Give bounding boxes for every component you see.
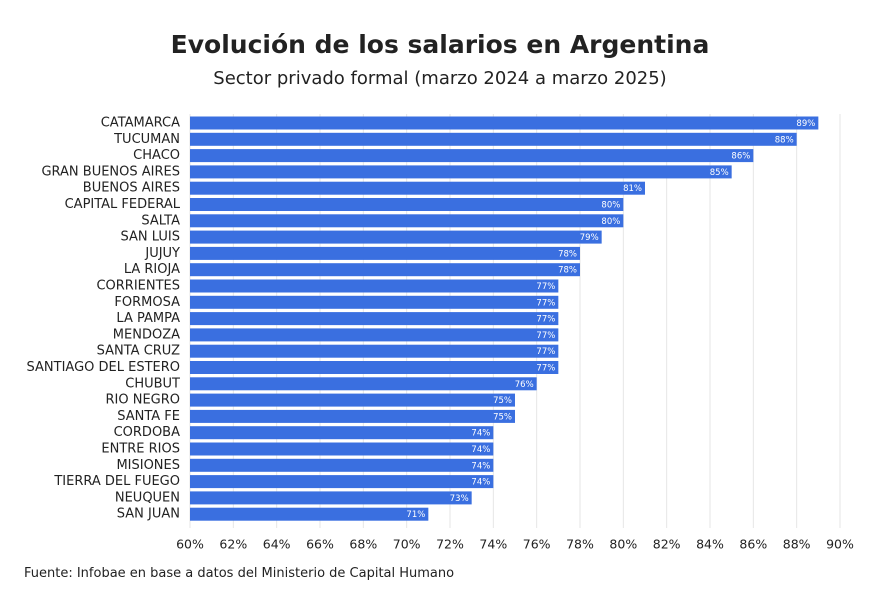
x-tick-label: 70%: [393, 537, 421, 552]
category-label: CORDOBA: [114, 425, 181, 440]
data-label: 74%: [471, 429, 490, 439]
data-label: 74%: [471, 461, 490, 471]
x-axis-tick-labels: 60% 62% 64% 66% 68% 70% 72% 74% 76% 78% 80% 82% 84% 8…: [176, 537, 854, 552]
data-label: 77%: [536, 315, 555, 325]
data-label: 80%: [601, 217, 620, 227]
category-label: SANTIAGO DEL ESTERO: [27, 360, 180, 375]
bar: [190, 507, 429, 521]
data-label: 77%: [536, 298, 555, 308]
category-label: LA PAMPA: [116, 311, 180, 326]
bar: [190, 344, 559, 358]
bar: [190, 458, 494, 472]
category-label: RIO NEGRO: [105, 393, 180, 408]
bar-chart: 89%88%86%85%81%80%80%79%78%78%77%77%77%7…: [27, 114, 854, 552]
bar: [190, 377, 537, 391]
category-label: SALTA: [141, 213, 180, 228]
data-label: 77%: [536, 331, 555, 341]
data-label: 73%: [450, 494, 469, 504]
category-label: CHUBUT: [125, 376, 180, 391]
bar: [190, 263, 580, 277]
source-note: Fuente: Infobae en base a datos del Mini…: [24, 566, 455, 581]
data-label: 75%: [493, 396, 512, 406]
x-tick-label: 88%: [783, 537, 811, 552]
data-label: 85%: [710, 168, 729, 178]
category-label: SANTA FE: [117, 409, 180, 424]
x-tick-label: 64%: [263, 537, 291, 552]
bar: [190, 393, 515, 407]
x-tick-label: 86%: [739, 537, 767, 552]
bar: [190, 214, 624, 228]
bar: [190, 149, 754, 163]
category-label: CHACO: [133, 148, 180, 163]
x-tick-label: 72%: [436, 537, 464, 552]
category-label: CORRIENTES: [96, 279, 180, 294]
x-tick-label: 62%: [219, 537, 247, 552]
bar: [190, 426, 494, 440]
data-label: 74%: [471, 445, 490, 455]
bar: [190, 442, 494, 456]
category-label: SANTA CRUZ: [97, 344, 180, 359]
bars: 89%88%86%85%81%80%80%79%78%78%77%77%77%7…: [190, 116, 819, 521]
x-tick-label: 78%: [566, 537, 594, 552]
data-label: 76%: [515, 380, 534, 390]
category-label: TUCUMAN: [113, 132, 180, 147]
category-label: ENTRE RIOS: [101, 442, 180, 457]
x-tick-label: 66%: [306, 537, 334, 552]
bar: [190, 312, 559, 326]
x-tick-label: 82%: [653, 537, 681, 552]
bar: [190, 246, 580, 260]
bar: [190, 491, 472, 505]
data-label: 78%: [558, 266, 577, 276]
category-label: MENDOZA: [113, 327, 180, 342]
data-label: 74%: [471, 478, 490, 488]
x-tick-label: 74%: [479, 537, 507, 552]
data-label: 88%: [775, 135, 794, 145]
x-tick-label: 68%: [349, 537, 377, 552]
category-label: BUENOS AIRES: [83, 181, 180, 196]
bar: [190, 361, 559, 374]
category-label: NEUQUEN: [115, 490, 180, 505]
x-tick-label: 80%: [609, 537, 637, 552]
bar: [190, 475, 494, 489]
data-label: 75%: [493, 412, 512, 422]
data-label: 79%: [580, 233, 599, 243]
data-label: 71%: [406, 510, 425, 520]
x-tick-label: 84%: [696, 537, 724, 552]
bar: [190, 328, 559, 342]
data-label: 81%: [623, 184, 642, 194]
bar: [190, 279, 559, 293]
data-label: 86%: [731, 152, 750, 162]
chart-title: Evolución de los salarios en Argentina: [170, 30, 710, 59]
category-label: TIERRA DEL FUEGO: [53, 474, 180, 489]
data-label: 77%: [536, 282, 555, 292]
category-label: GRAN BUENOS AIRES: [41, 164, 180, 179]
chart-subtitle: Sector privado formal (marzo 2024 a marz…: [213, 68, 667, 89]
x-tick-label: 76%: [523, 537, 551, 552]
data-label: 77%: [536, 347, 555, 357]
category-label: CATAMARCA: [101, 116, 180, 131]
data-label: 89%: [796, 119, 815, 129]
category-label: JUJUY: [144, 246, 180, 261]
bar: [190, 181, 645, 195]
category-label: CAPITAL FEDERAL: [65, 197, 181, 212]
bar: [190, 165, 732, 179]
data-label: 77%: [536, 364, 555, 374]
bar: [190, 198, 624, 211]
x-tick-label: 90%: [826, 537, 854, 552]
data-label: 78%: [558, 249, 577, 259]
bar: [190, 116, 819, 130]
category-label: SAN LUIS: [121, 230, 180, 245]
category-label: LA RIOJA: [124, 262, 180, 277]
x-tick-label: 60%: [176, 537, 204, 552]
bar: [190, 409, 515, 423]
bar: [190, 230, 602, 244]
bar: [190, 295, 559, 309]
category-label: SAN JUAN: [117, 507, 180, 522]
category-label: MISIONES: [116, 458, 180, 473]
data-label: 80%: [601, 201, 620, 211]
bar: [190, 132, 797, 146]
category-label: FORMOSA: [114, 295, 180, 310]
